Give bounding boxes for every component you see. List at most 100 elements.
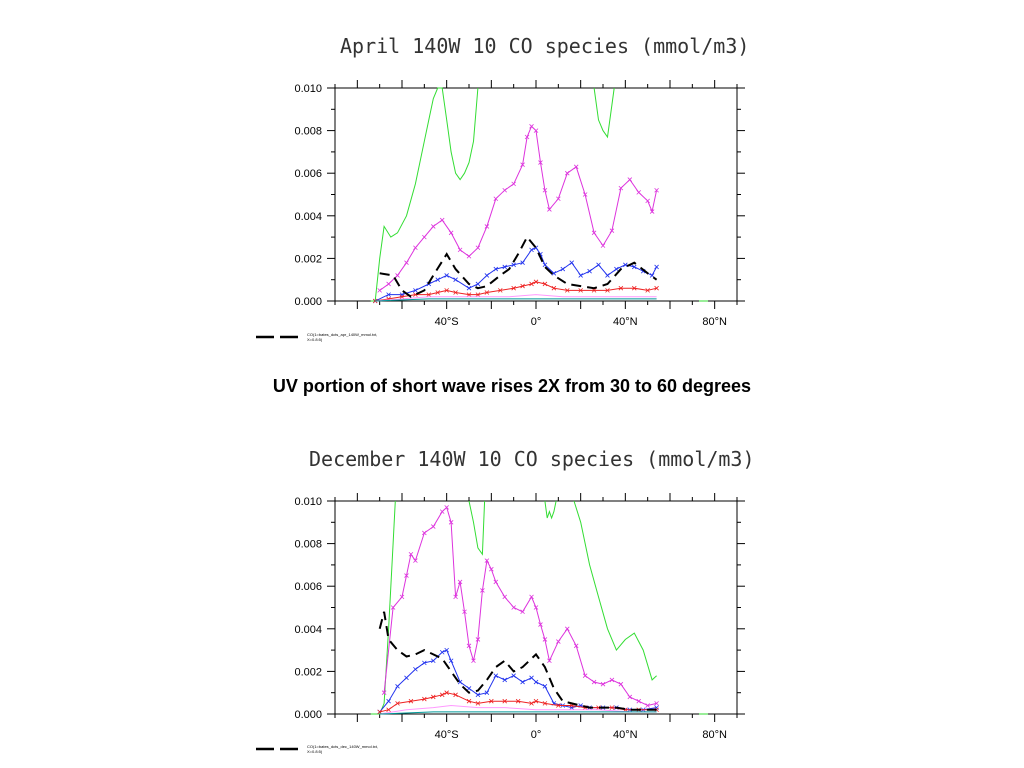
series-point <box>484 690 490 695</box>
series-point <box>578 288 583 293</box>
series-line <box>378 611 657 711</box>
series-point <box>466 292 472 297</box>
series-point <box>386 707 391 713</box>
series-point <box>386 281 391 287</box>
series-point <box>654 285 659 291</box>
series-point <box>502 698 508 704</box>
series-point <box>618 185 624 191</box>
y-tick-label: 0.010 <box>294 496 322 508</box>
series-point <box>520 283 525 289</box>
series-point <box>533 605 539 610</box>
series-point <box>475 245 481 251</box>
series-point <box>614 266 619 272</box>
x-tick-label: 40°S <box>435 316 459 328</box>
y-tick-label: 0.010 <box>294 83 322 95</box>
series-point <box>439 509 445 514</box>
series-point <box>390 605 396 610</box>
series-point <box>381 690 387 695</box>
series-point <box>542 187 548 193</box>
series-point <box>520 679 525 685</box>
series-point <box>631 264 637 270</box>
series-line <box>370 87 479 302</box>
series-point <box>493 579 499 585</box>
series-point <box>413 558 418 563</box>
series-line <box>379 125 658 291</box>
series-point <box>448 230 454 236</box>
series-point <box>551 271 557 276</box>
series-point <box>542 262 548 268</box>
series-point <box>556 196 561 202</box>
series-point <box>542 637 548 642</box>
series-point <box>582 673 588 678</box>
series-point <box>453 277 458 282</box>
y-tick-label: 0.004 <box>294 211 322 223</box>
series-point <box>444 690 449 695</box>
series-point <box>457 579 463 585</box>
series-point <box>627 177 633 182</box>
series-point <box>399 594 405 600</box>
series-point <box>520 260 525 265</box>
series-point <box>564 288 570 293</box>
legend-label: CO(1=bates_dcts_dec_140W_mmol.txt, <box>307 744 378 749</box>
series-point <box>564 626 570 632</box>
series-line <box>544 500 557 520</box>
series-point <box>422 234 427 240</box>
series-point <box>439 692 445 698</box>
series-point <box>529 124 534 129</box>
series-point <box>430 524 436 529</box>
series-point <box>569 260 575 265</box>
series-point <box>515 698 521 704</box>
series-line <box>375 281 657 302</box>
series-point <box>484 224 490 229</box>
series-point <box>591 679 597 685</box>
series-point <box>453 594 458 600</box>
series-point <box>444 505 449 510</box>
series-point <box>444 273 449 278</box>
series-line <box>593 87 615 139</box>
x-tick-label: 80°N <box>702 729 727 741</box>
series-point <box>377 288 382 293</box>
series-point <box>497 288 503 293</box>
series-line <box>370 500 396 715</box>
series-point <box>511 181 516 187</box>
series-point <box>654 264 659 270</box>
series-point <box>538 160 543 165</box>
series-point <box>600 243 606 248</box>
series-point <box>596 705 601 710</box>
slide-caption: UV portion of short wave rises 2X from 3… <box>272 376 752 396</box>
series-point <box>627 694 633 700</box>
series-point <box>578 273 583 278</box>
y-tick-label: 0.008 <box>294 539 322 551</box>
series-point <box>582 192 588 197</box>
series-point <box>448 520 454 525</box>
y-tick-label: 0.002 <box>294 253 322 265</box>
series-line <box>383 506 657 707</box>
series-point <box>560 266 566 272</box>
series-point <box>556 703 561 708</box>
series-point <box>395 701 400 706</box>
series-point <box>466 285 472 291</box>
y-tick-label: 0.000 <box>294 296 322 308</box>
series-point <box>386 292 391 297</box>
series-point <box>609 677 615 683</box>
series-point <box>618 681 624 687</box>
y-tick-label: 0.008 <box>294 126 322 138</box>
series-point <box>422 696 427 702</box>
series-point <box>645 288 650 293</box>
series-point <box>484 558 490 563</box>
series-point <box>404 675 409 681</box>
series-point <box>556 639 561 644</box>
y-tick-label: 0.006 <box>294 581 322 593</box>
series-point <box>489 698 494 704</box>
series-point <box>435 290 441 295</box>
series-point <box>475 637 481 642</box>
series-point <box>542 684 548 689</box>
series-point <box>529 701 534 706</box>
legend-label: X=0.8:5) <box>307 337 323 342</box>
series-point <box>430 658 436 664</box>
series-point <box>547 658 552 664</box>
chart-title-december: December 140W 10 CO species (mmol/m3) <box>309 447 755 471</box>
x-tick-label: 0° <box>531 729 542 741</box>
series-point <box>623 262 628 268</box>
series-point <box>502 187 508 193</box>
